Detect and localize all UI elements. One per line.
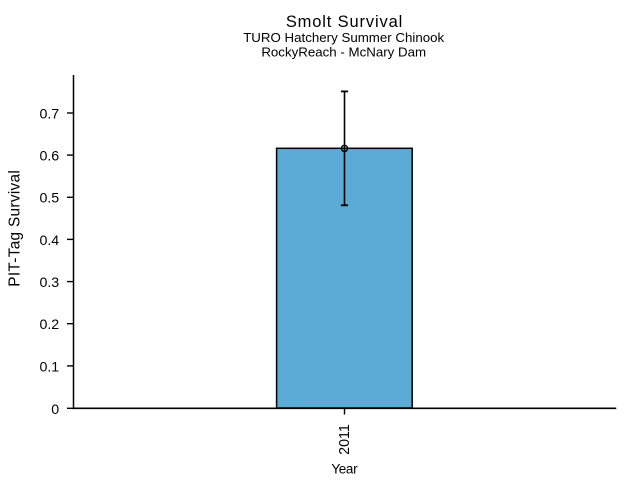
svg-text:0: 0 [51, 402, 59, 418]
svg-text:PIT-Tag Survival: PIT-Tag Survival [6, 170, 23, 287]
svg-text:Year: Year [331, 462, 358, 477]
svg-text:0.5: 0.5 [39, 191, 59, 207]
svg-text:0.7: 0.7 [39, 106, 59, 122]
svg-text:0.3: 0.3 [39, 275, 59, 291]
svg-text:0.4: 0.4 [39, 233, 59, 249]
svg-text:0.2: 0.2 [39, 317, 59, 333]
svg-text:0.6: 0.6 [39, 149, 59, 165]
svg-text:0.1: 0.1 [39, 359, 59, 375]
svg-text:Smolt Survival: Smolt Survival [286, 13, 403, 31]
svg-text:TURO Hatchery Summer Chinook: TURO Hatchery Summer Chinook [243, 30, 444, 45]
svg-text:2011: 2011 [337, 424, 353, 455]
svg-text:RockyReach - McNary Dam: RockyReach - McNary Dam [261, 44, 426, 59]
